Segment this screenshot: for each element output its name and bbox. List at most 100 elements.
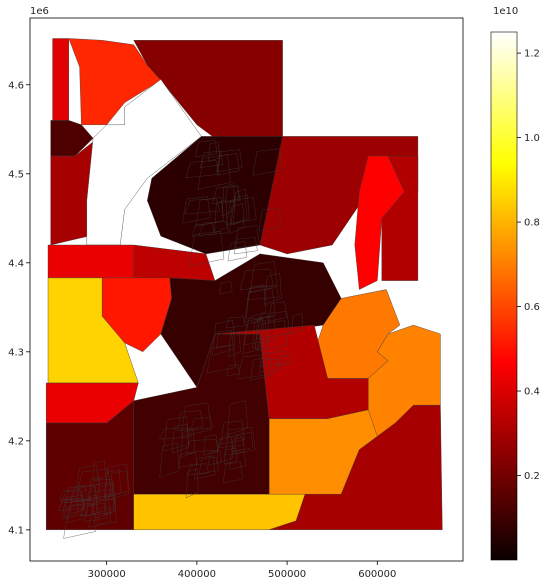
- colorbar: 0.2 0.4 0.6 0.8 1.0 1.2 1e10: [490, 6, 540, 561]
- x-tick-label: 500000: [268, 569, 306, 580]
- precinct-outline: [185, 160, 220, 179]
- region-white-region: [86, 79, 202, 246]
- precinct-outline: [218, 281, 233, 295]
- precinct-outline: [243, 316, 277, 346]
- colorbar-tick-label: 1.2: [524, 49, 540, 60]
- precinct-outline: [264, 272, 282, 305]
- precinct-outline: [268, 301, 287, 322]
- precinct-outline: [228, 331, 241, 358]
- y-tick-label: 4.2: [8, 436, 24, 447]
- precinct-outline: [227, 241, 248, 262]
- precinct-outline: [163, 416, 190, 452]
- precinct-outline: [239, 268, 274, 291]
- precinct-outline: [103, 463, 130, 498]
- region-san-juan-red: [269, 405, 443, 530]
- precinct-outline: [65, 486, 88, 503]
- region-box-elder-orange: [68, 38, 162, 126]
- precinct-outline: [230, 194, 250, 226]
- precinct-outline: [214, 199, 228, 234]
- region-tooele-red-band: [47, 244, 134, 279]
- map-regions: [46, 38, 443, 530]
- precinct-outline: [103, 492, 116, 516]
- precinct-outline: [250, 261, 278, 294]
- precinct-outline: [92, 460, 106, 481]
- precinct-outline: [92, 481, 116, 515]
- precinct-outline: [229, 203, 245, 234]
- precinct-outline: [159, 442, 180, 479]
- y-offset-label: 1e6: [30, 6, 49, 17]
- region-north-center-dark: [133, 40, 283, 139]
- y-axis: 4.1 4.2 4.3 4.4 4.5 4.6: [8, 80, 30, 536]
- precinct-outline: [212, 186, 241, 205]
- precinct-outline: [76, 468, 112, 502]
- precinct-outline: [220, 420, 245, 445]
- precinct-outline: [69, 492, 84, 515]
- precinct-outline: [216, 436, 234, 464]
- precinct-outline: [244, 288, 276, 323]
- precinct-outline: [200, 151, 224, 168]
- precinct-outline: [80, 498, 112, 517]
- precinct-outline: [233, 432, 254, 452]
- colorbar-tick-label: 0.2: [524, 471, 540, 482]
- precinct-outline: [226, 400, 248, 436]
- precinct-outline: [63, 502, 96, 539]
- x-axis: 300000 400000 500000 600000: [88, 561, 396, 580]
- colorbar-offset-label: 1e10: [493, 6, 518, 17]
- precinct-outline: [256, 311, 291, 340]
- precinct-outline: [76, 465, 99, 490]
- precinct-outline: [178, 452, 198, 468]
- precinct-outline: [60, 490, 92, 504]
- precinct-outline: [176, 410, 204, 432]
- colorbar-tick-label: 1.0: [524, 133, 540, 144]
- region-east-red-right: [381, 155, 419, 281]
- precinct-outline: [226, 197, 257, 225]
- precinct-outline: [258, 207, 282, 231]
- precinct-outline: [64, 498, 79, 518]
- precinct-outline: [226, 316, 246, 329]
- precinct-outline: [234, 225, 260, 249]
- precinct-outline: [255, 315, 270, 350]
- precinct-outline: [90, 478, 115, 493]
- precinct-outline: [104, 469, 121, 499]
- precinct-outline: [197, 154, 231, 190]
- colorbar-tick-label: 0.6: [524, 302, 540, 313]
- precinct-boundaries: [58, 140, 304, 539]
- precinct-outline: [194, 140, 218, 158]
- precinct-outline: [67, 503, 83, 523]
- precinct-outline: [246, 284, 266, 319]
- precinct-outline: [212, 319, 236, 356]
- precinct-outline: [180, 429, 195, 459]
- precinct-outline: [258, 351, 288, 367]
- precinct-outline: [275, 355, 292, 367]
- precinct-outline: [252, 148, 283, 176]
- x-tick-label: 600000: [358, 569, 396, 580]
- precinct-outline: [58, 498, 86, 511]
- precinct-outline: [180, 402, 212, 437]
- precinct-outline: [88, 476, 101, 508]
- precinct-outline: [198, 221, 229, 236]
- precinct-outline: [159, 427, 193, 440]
- precinct-outline: [257, 320, 288, 352]
- precinct-outline: [242, 320, 268, 355]
- colorbar-ticks: 0.2 0.4 0.6 0.8 1.0 1.2: [517, 49, 540, 482]
- precinct-outline: [185, 468, 199, 499]
- colorbar-tick-label: 0.4: [524, 387, 540, 398]
- x-tick-label: 400000: [178, 569, 216, 580]
- precinct-outline: [223, 447, 238, 465]
- region-north-west-strip: [52, 38, 70, 121]
- precinct-outline: [83, 503, 108, 523]
- precinct-outline: [88, 498, 118, 528]
- precinct-outline: [171, 423, 189, 454]
- x-tick-label: 300000: [88, 569, 126, 580]
- precinct-outline: [216, 149, 243, 173]
- precinct-outline: [228, 452, 247, 470]
- precinct-outline: [198, 457, 219, 474]
- precinct-outline: [95, 483, 115, 519]
- precinct-outline: [208, 141, 220, 162]
- y-tick-label: 4.4: [8, 258, 24, 269]
- precinct-outline: [233, 188, 247, 225]
- plot-frame: [29, 17, 464, 562]
- precinct-outline: [291, 313, 304, 335]
- precinct-outline: [259, 358, 281, 373]
- colorbar-gradient: [490, 31, 518, 561]
